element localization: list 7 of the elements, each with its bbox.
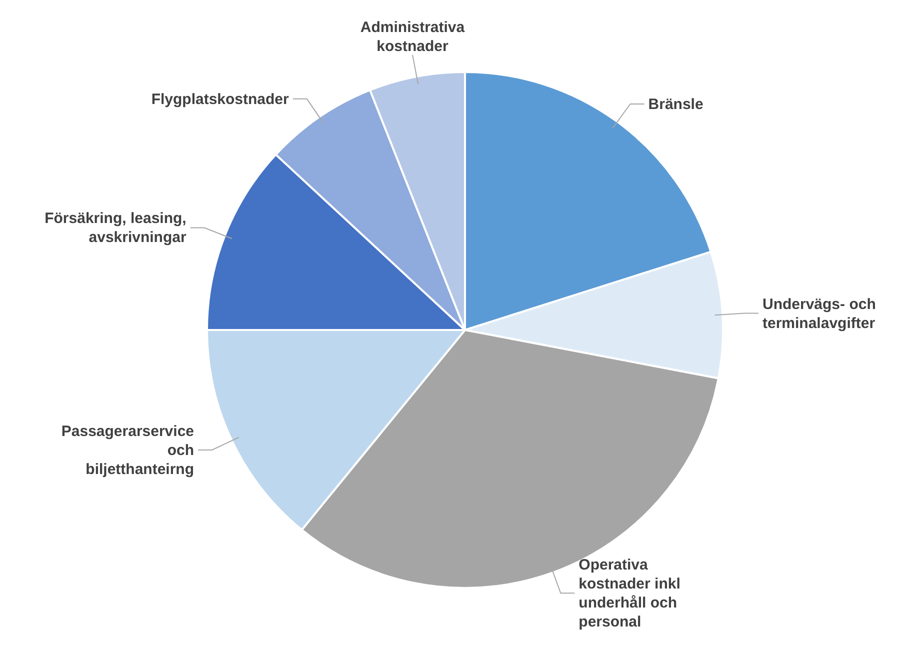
- slice-label: Passagerarservice och biljetthanteirng: [61, 423, 194, 478]
- slice-label: Operativa kostnader inkl underhåll och personal: [578, 556, 680, 631]
- slice-label: Undervägs- och terminalavgifter: [762, 296, 876, 332]
- slice-label: Administrativa kostnader: [360, 18, 466, 55]
- slice-label: Försäkring, leasing, avskrivningar: [44, 210, 186, 246]
- slice-label: Flygplatskostnader: [151, 90, 290, 108]
- slice-label: Bränsle: [648, 96, 704, 113]
